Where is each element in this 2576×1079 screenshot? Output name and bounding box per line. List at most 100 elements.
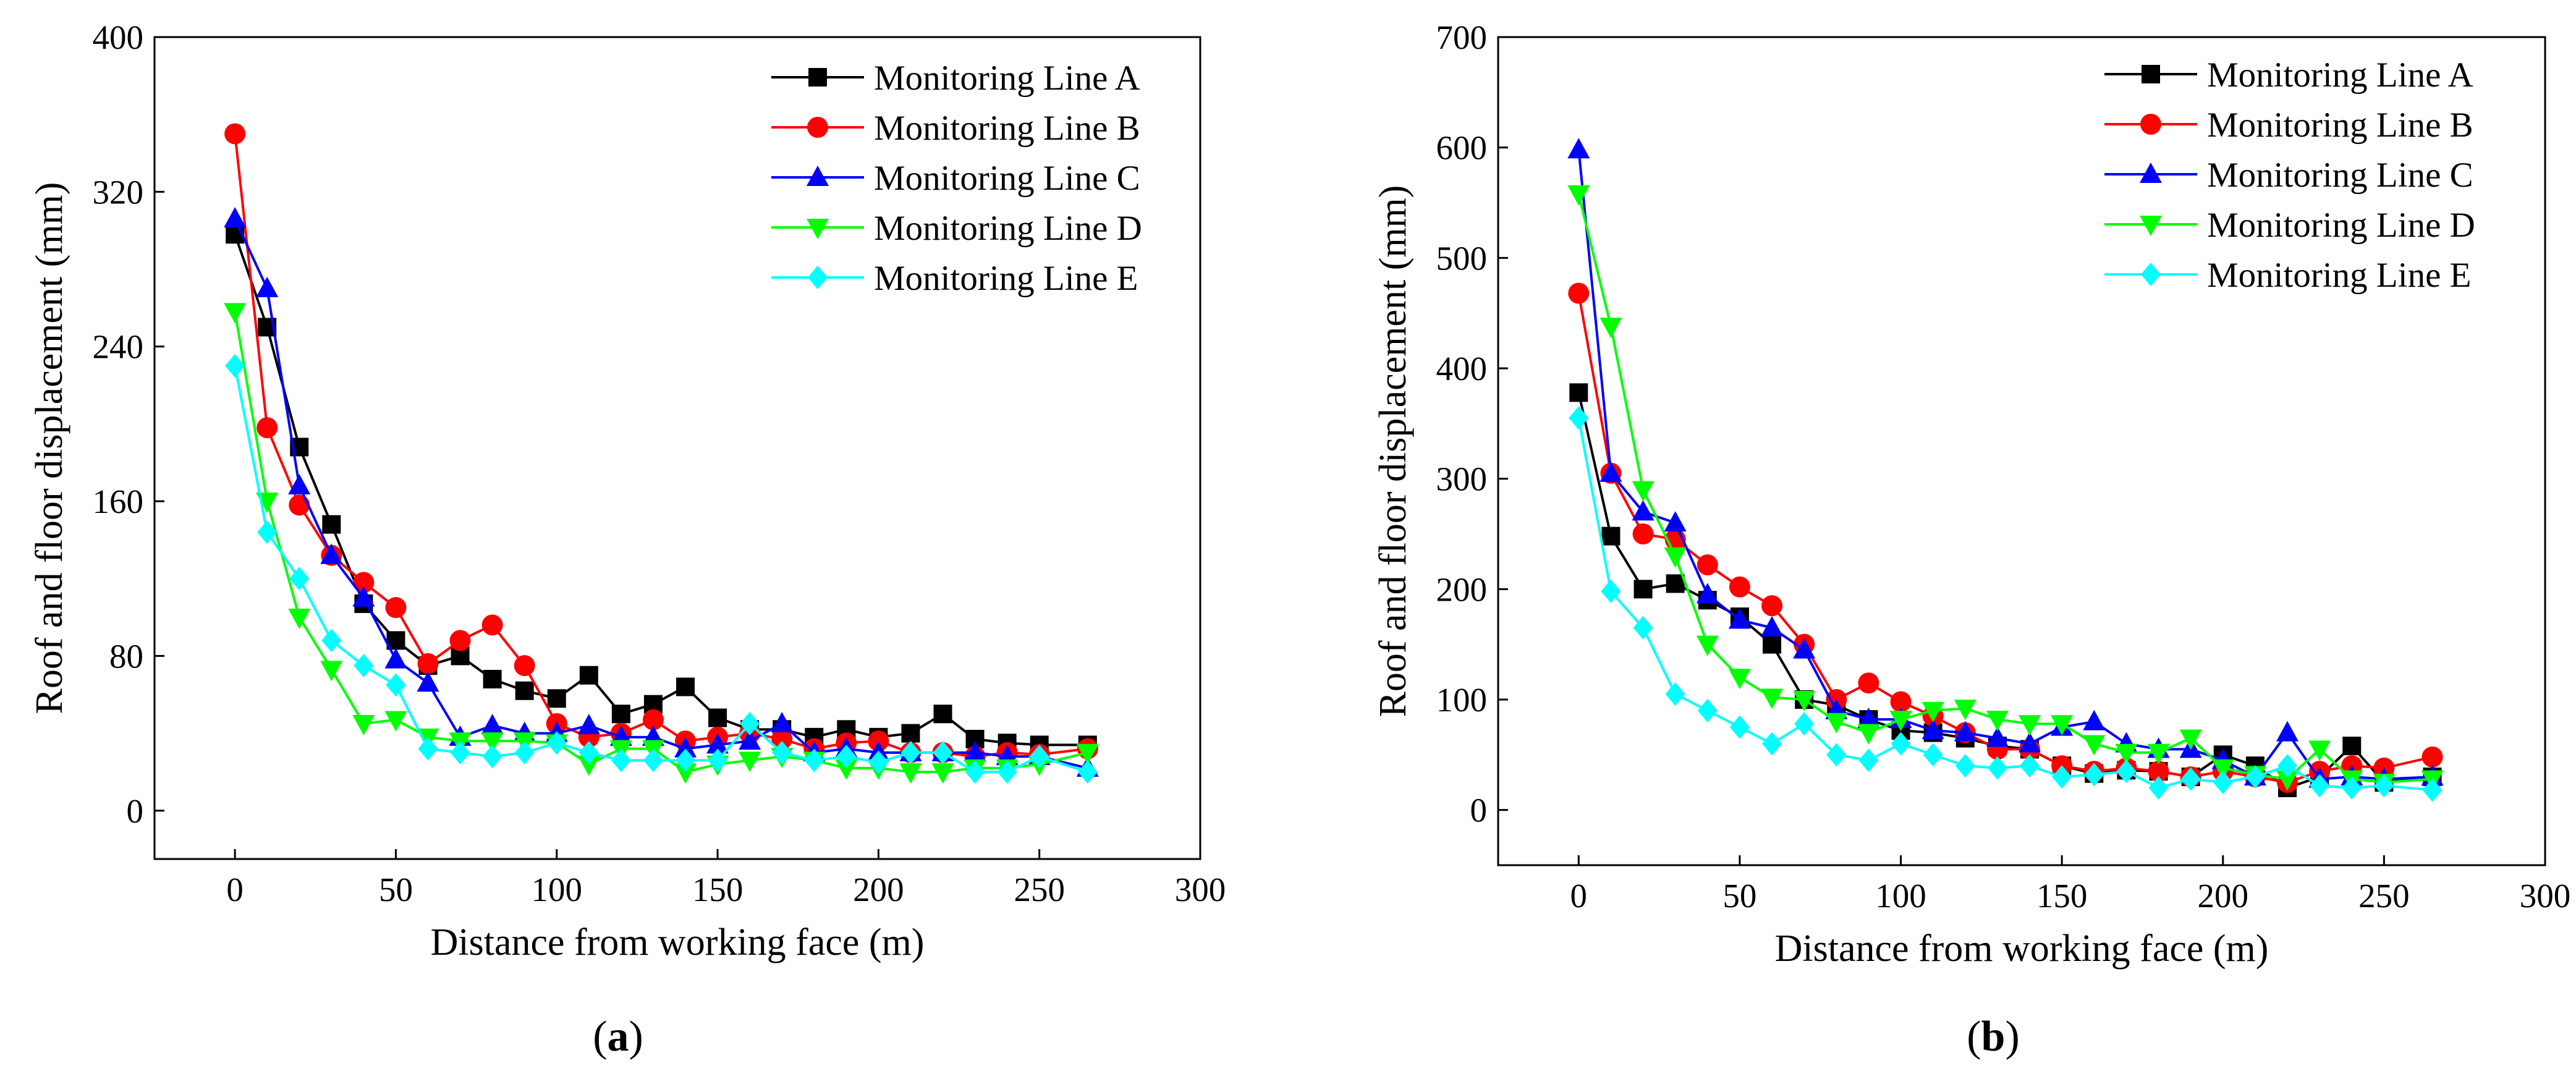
data-point: [1955, 754, 1975, 778]
data-point: [772, 740, 792, 764]
y-tick-label: 240: [93, 328, 144, 366]
data-point: [771, 728, 793, 750]
data-point: [1633, 616, 1653, 640]
data-point: [1761, 616, 1784, 637]
legend-label: Monitoring Line C: [2207, 156, 2473, 195]
data-point: [2148, 761, 2169, 782]
data-point: [1728, 669, 1751, 690]
data-point: [611, 705, 630, 724]
data-point: [1599, 318, 1622, 339]
data-point: [384, 711, 407, 732]
data-point: [353, 572, 375, 593]
data-point: [965, 760, 985, 784]
data-point: [1567, 185, 1590, 206]
data-point: [1569, 406, 1589, 430]
data-point: [2421, 746, 2443, 768]
data-point: [1632, 481, 1654, 502]
chart-panel-b: 0 50 100 150 200 250 300 0 100 200 300 400 500 600 700…: [1372, 19, 2570, 1060]
data-point: [740, 711, 760, 735]
data-point: [1729, 576, 1750, 598]
data-point: [289, 567, 310, 591]
y-tick-label: 0: [1470, 792, 1488, 829]
data-point: [1793, 691, 1816, 711]
data-point: [1728, 608, 1751, 629]
data-point: [1697, 554, 1718, 576]
series-monitoring-line-e: [1569, 406, 2443, 802]
data-point: [1987, 756, 2007, 780]
data-point: [579, 666, 598, 685]
data-point: [1857, 724, 1880, 745]
data-point: [1763, 635, 1782, 654]
data-point: [706, 733, 729, 754]
legend-label: Monitoring Line D: [874, 209, 1142, 248]
x-tick-label: 150: [2036, 877, 2088, 915]
y-tick-label: 320: [93, 173, 144, 211]
data-point: [2019, 732, 2041, 753]
data-point: [1923, 743, 1943, 767]
x-axis-title: Distance from working face (m): [431, 921, 925, 963]
y-tick-label: 160: [93, 483, 144, 520]
data-point: [385, 597, 407, 619]
legend-label: Monitoring Line A: [874, 59, 1140, 98]
data-point: [1921, 719, 1944, 740]
data-point: [804, 748, 824, 772]
data-point: [900, 740, 921, 764]
data-point: [1665, 682, 1685, 706]
legend: Monitoring Line A Monitoring Line B Monito…: [2104, 56, 2475, 295]
data-point: [1986, 711, 2009, 732]
legend-marker: [808, 266, 828, 289]
data-point: [256, 276, 279, 297]
data-point: [1567, 138, 1590, 159]
data-point: [2083, 709, 2106, 730]
legend-marker: [2141, 263, 2161, 286]
data-point: [1986, 726, 2009, 747]
x-tick-label: 50: [379, 871, 413, 908]
data-point: [2211, 759, 2234, 780]
data-point: [224, 303, 247, 324]
data-point: [386, 673, 406, 697]
x-tick-label: 250: [1014, 871, 1065, 908]
data-point: [320, 661, 343, 682]
data-point: [2245, 765, 2265, 789]
data-point: [771, 711, 794, 732]
data-point: [514, 655, 535, 677]
data-point: [514, 740, 535, 764]
data-point: [1632, 500, 1654, 521]
legend-marker: [2142, 65, 2160, 83]
data-point: [1029, 745, 1049, 769]
y-tick-label: 400: [93, 19, 144, 56]
data-point: [1599, 461, 1622, 482]
data-point: [1696, 583, 1719, 604]
y-tick-label: 200: [1436, 570, 1488, 608]
legend-label: Monitoring Line A: [2207, 56, 2473, 95]
data-point: [1794, 712, 1815, 736]
data-point: [320, 543, 343, 564]
data-point: [1891, 732, 1911, 756]
data-point: [322, 515, 341, 534]
data-point: [577, 714, 600, 735]
data-point: [836, 745, 857, 769]
data-point: [257, 520, 278, 544]
data-point: [2276, 770, 2299, 791]
data-point: [1858, 748, 1879, 772]
data-point: [289, 494, 310, 516]
data-point: [418, 737, 438, 761]
data-point: [2147, 743, 2170, 764]
data-point: [739, 729, 761, 750]
data-point: [708, 708, 727, 727]
series-monitoring-line-a: [226, 225, 1097, 755]
data-point: [674, 737, 697, 758]
data-point: [1568, 282, 1590, 304]
x-tick-label: 200: [853, 871, 904, 908]
data-point: [1601, 527, 1621, 546]
legend-marker: [2140, 163, 2162, 183]
sub-caption: (a): [593, 1013, 643, 1060]
series-line: [234, 218, 1088, 769]
data-point: [2180, 767, 2201, 791]
data-point: [2179, 729, 2202, 750]
data-point: [2374, 774, 2394, 798]
data-point: [352, 586, 375, 607]
x-tick-label: 200: [2198, 877, 2249, 915]
data-point: [2308, 740, 2331, 761]
